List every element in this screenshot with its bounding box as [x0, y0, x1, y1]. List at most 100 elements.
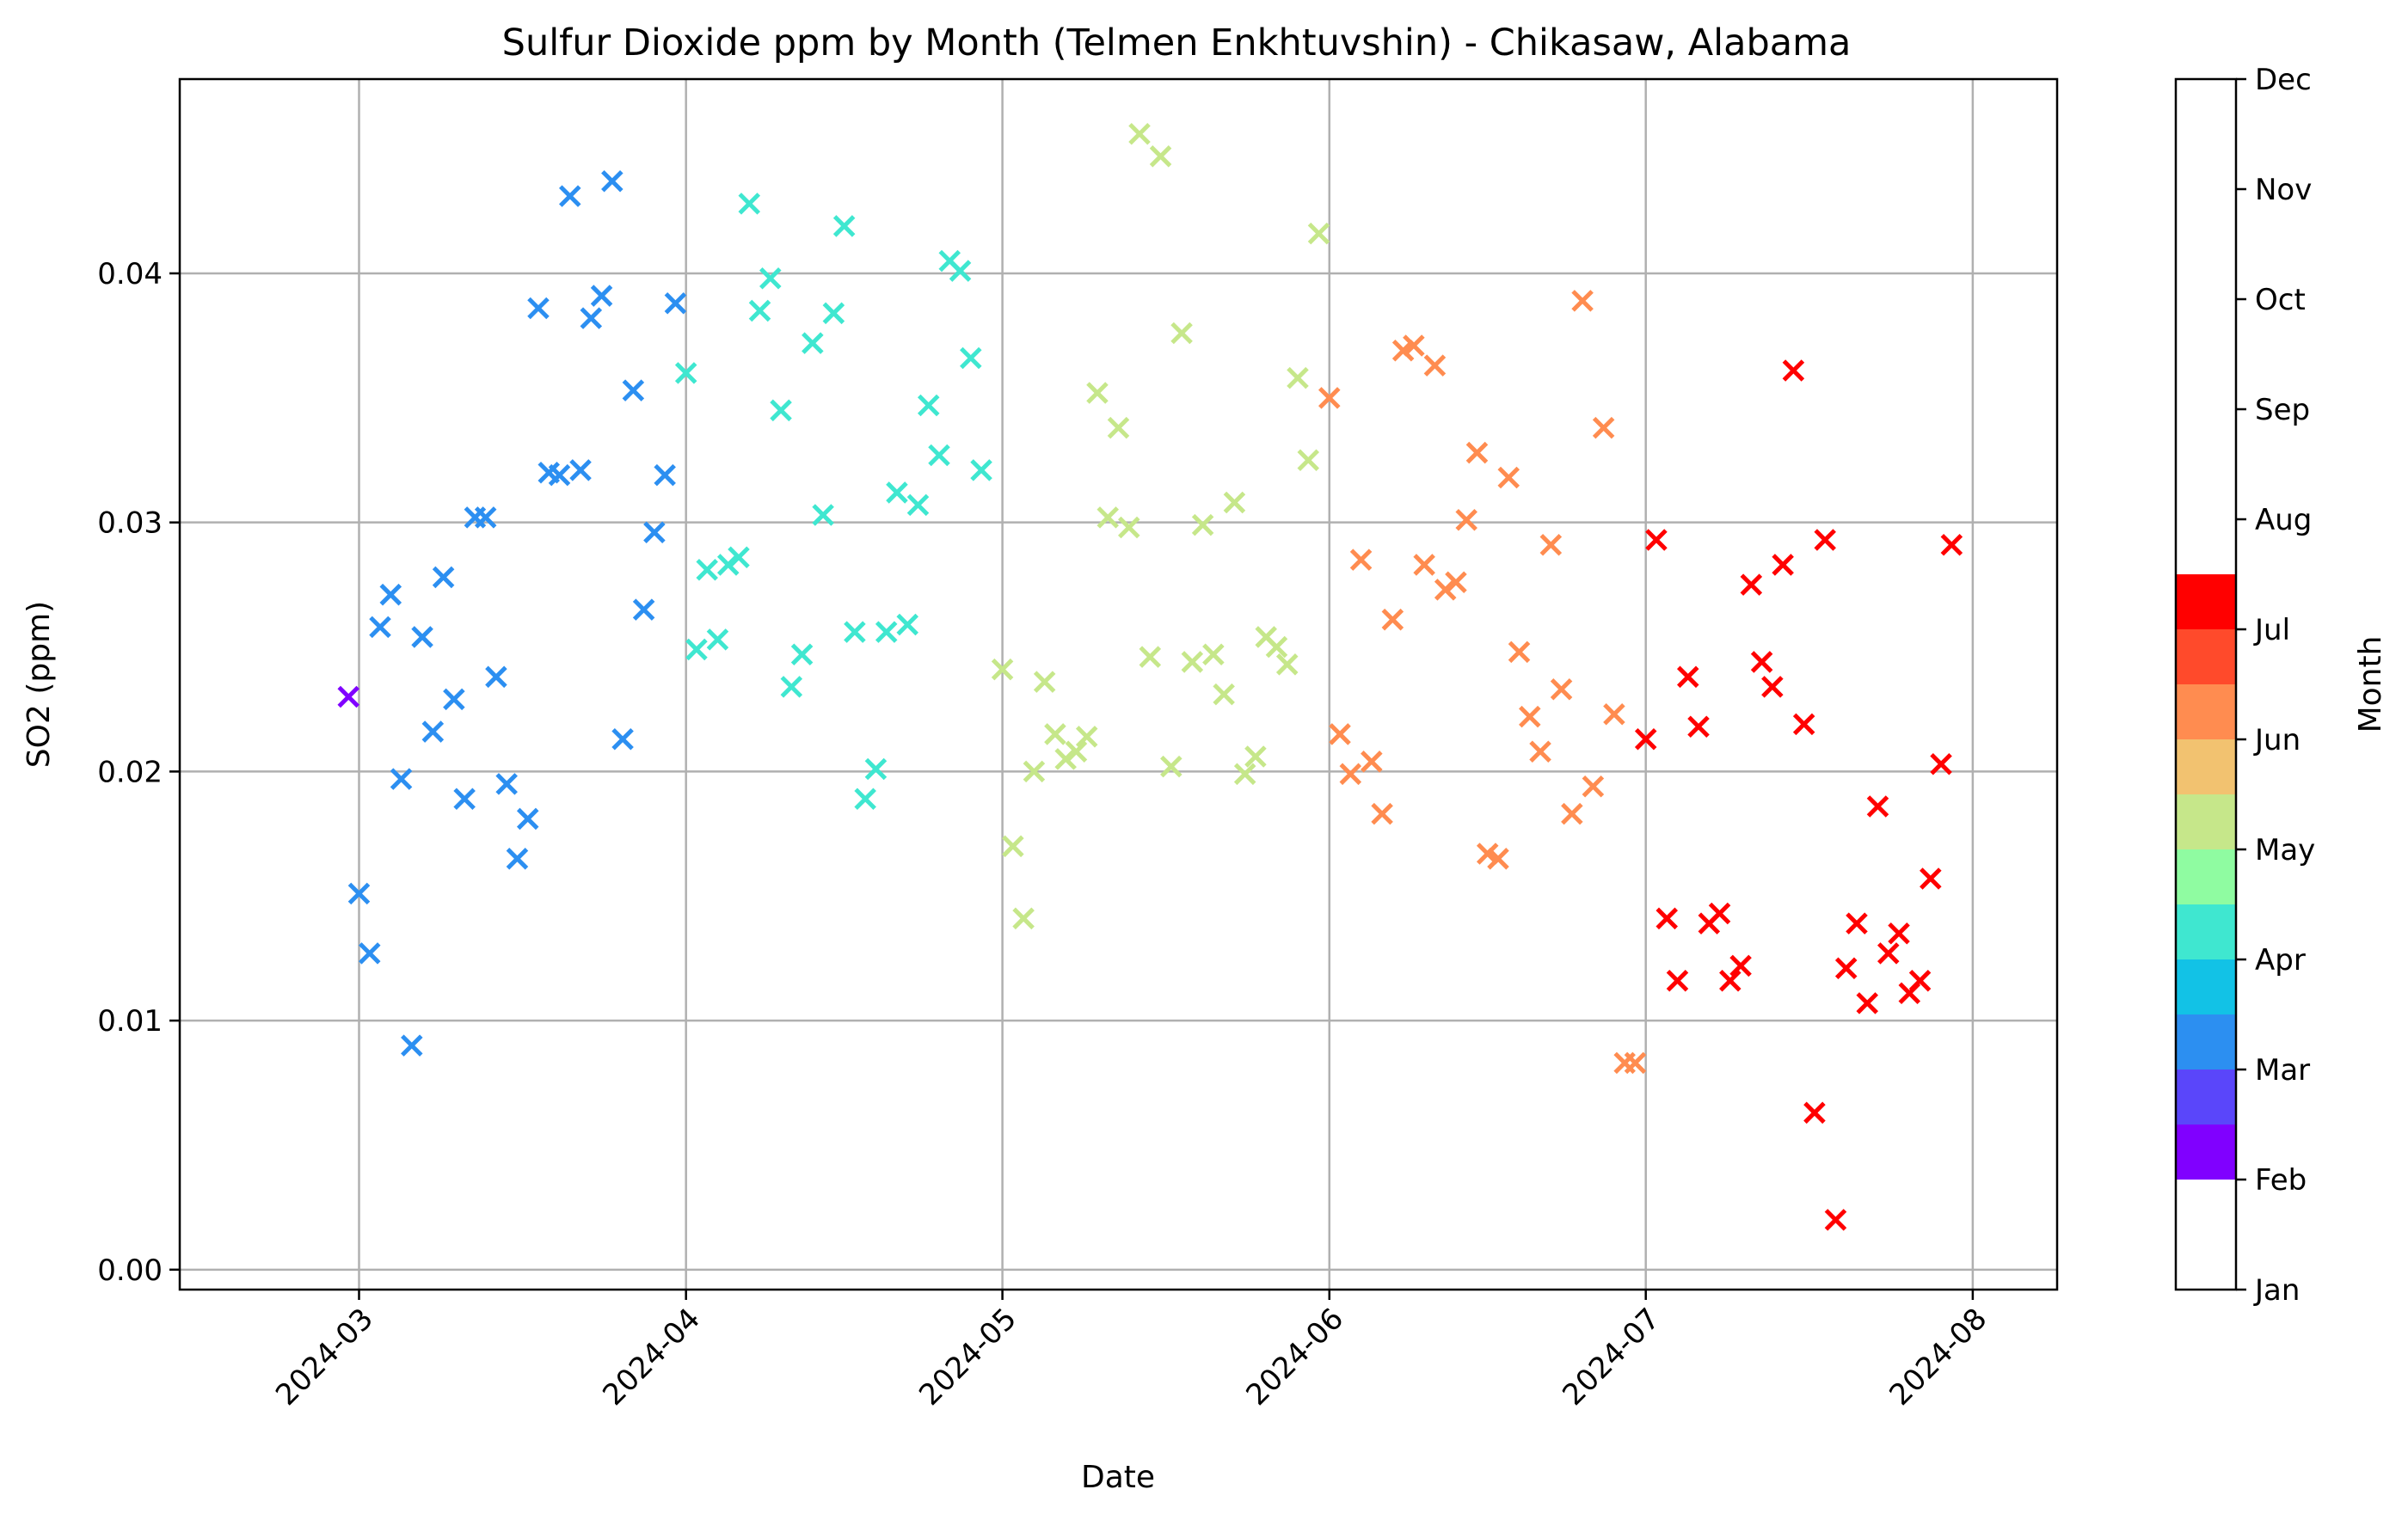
data-point-stroke — [759, 267, 782, 290]
data-point — [1075, 726, 1098, 748]
data-point-stroke — [1529, 740, 1551, 763]
data-point-stroke — [696, 558, 718, 581]
data-point-stroke — [1107, 416, 1130, 439]
data-point-stroke — [991, 658, 1014, 681]
data-point-stroke — [611, 727, 634, 751]
data-point — [1666, 969, 1689, 992]
data-point-stroke — [875, 621, 898, 643]
data-point-stroke — [1065, 740, 1088, 763]
data-point-stroke — [1624, 1051, 1647, 1075]
data-point-stroke — [1434, 579, 1457, 601]
data-point-stroke — [390, 768, 413, 790]
data-point-stroke — [664, 291, 687, 315]
data-point — [706, 628, 729, 651]
data-point-stroke — [970, 459, 992, 481]
data-point — [1160, 755, 1182, 778]
data-point — [369, 616, 391, 639]
data-point — [643, 521, 666, 544]
data-point — [1287, 366, 1309, 389]
colorbar-bands — [2176, 574, 2236, 1180]
data-point-stroke — [1297, 449, 1320, 472]
data-point-stroke — [1888, 922, 1910, 945]
data-point-stroke — [748, 299, 771, 322]
data-point — [1834, 957, 1858, 980]
data-point-stroke — [1487, 848, 1509, 870]
data-point — [1381, 608, 1404, 631]
data-point-stroke — [1519, 705, 1541, 728]
data-point-stroke — [1002, 835, 1024, 858]
data-point — [1719, 969, 1742, 992]
data-point-stroke — [1920, 867, 1942, 890]
data-point — [569, 459, 592, 481]
y-tick-label: 0.01 — [97, 1004, 163, 1039]
data-point — [674, 362, 697, 384]
data-point — [1434, 579, 1457, 601]
data-point-stroke — [1244, 745, 1267, 768]
data-point — [1170, 322, 1193, 345]
data-point — [1117, 516, 1140, 539]
data-point — [1582, 775, 1605, 798]
data-point-stroke — [1191, 513, 1214, 536]
data-point-stroke — [790, 643, 814, 666]
data-point — [474, 506, 497, 529]
y-tick-label: 0.04 — [97, 257, 163, 291]
data-point-stroke — [802, 332, 824, 354]
data-point — [696, 558, 718, 581]
colorbar-band — [2176, 904, 2236, 959]
data-point-stroke — [601, 170, 624, 193]
data-point — [654, 463, 676, 487]
data-point — [632, 598, 655, 621]
data-point — [1676, 665, 1699, 689]
data-point-stroke — [1371, 802, 1393, 825]
data-point — [1012, 907, 1035, 930]
y-tick-label: 0.03 — [97, 506, 163, 541]
data-point-stroke — [580, 307, 603, 329]
data-point-stroke — [485, 665, 507, 689]
data-point-stroke — [1445, 571, 1467, 593]
data-point-stroke — [844, 621, 866, 643]
data-point-stroke — [1824, 1209, 1847, 1231]
y-tick-label: 0.02 — [97, 755, 163, 789]
data-point — [780, 676, 803, 698]
data-point — [1455, 509, 1477, 531]
data-point — [495, 773, 518, 795]
data-point-stroke — [1908, 969, 1932, 992]
data-point — [886, 481, 908, 504]
data-point-stroke — [770, 399, 792, 422]
data-point — [1423, 354, 1447, 377]
data-point — [759, 267, 782, 290]
data-point-stroke — [1603, 702, 1625, 726]
data-point-stroke — [1571, 290, 1594, 312]
data-point-stroke — [654, 463, 676, 487]
data-point-stroke — [716, 554, 740, 576]
data-point — [590, 285, 613, 307]
data-point — [1740, 573, 1763, 596]
data-point — [1529, 740, 1551, 763]
data-point — [1275, 653, 1299, 676]
colorbar-tick-label: Jul — [2253, 613, 2290, 647]
data-point — [337, 685, 359, 708]
data-point — [601, 170, 624, 193]
data-point — [1044, 723, 1066, 745]
data-point-stroke — [1676, 665, 1699, 689]
data-point-stroke — [960, 346, 982, 370]
data-point-stroke — [495, 773, 518, 795]
data-point-stroke — [864, 757, 888, 781]
data-point — [622, 379, 645, 401]
colorbar-band — [2176, 794, 2236, 849]
data-point — [1803, 1101, 1826, 1125]
data-point — [1866, 795, 1889, 818]
data-point-stroke — [432, 566, 455, 589]
data-point — [1930, 752, 1952, 775]
data-point — [832, 215, 856, 237]
data-point-stroke — [674, 362, 697, 384]
data-point — [1571, 290, 1594, 312]
colorbar-tick-label: Nov — [2255, 173, 2312, 207]
data-point — [917, 394, 940, 417]
data-point — [1772, 554, 1794, 576]
data-point-stroke — [1318, 387, 1341, 409]
data-point — [548, 463, 571, 487]
data-point — [1002, 835, 1024, 858]
data-point — [1371, 802, 1393, 825]
colorbar-tick-label: Dec — [2255, 63, 2312, 97]
